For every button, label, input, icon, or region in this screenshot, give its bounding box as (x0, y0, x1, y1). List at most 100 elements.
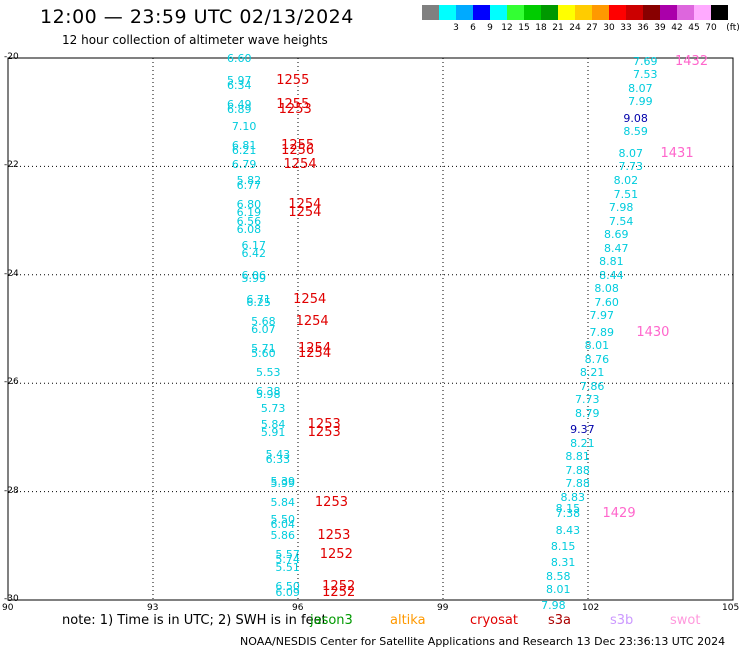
wave-height-label: 5.51 (275, 561, 300, 575)
wave-height-label: 8.81 (565, 450, 590, 464)
wave-height-label: 7.98 (541, 599, 566, 613)
wave-height-label: 8.07 (618, 146, 644, 160)
wave-height-label: 8.21 (579, 366, 605, 380)
wave-height-label: 6.21 (231, 144, 257, 158)
pass-time-label: 1254 (288, 197, 322, 213)
pass-time-label: 1255 (276, 72, 310, 88)
y-tick-label: -20 (4, 52, 19, 62)
x-tick-label: 99 (437, 603, 449, 613)
color-scale-label: 27 (586, 23, 598, 33)
wave-height-label: 7.54 (608, 214, 634, 228)
color-swatch (439, 5, 456, 20)
wave-height-label: 8.83 (560, 491, 586, 505)
color-swatch (490, 5, 507, 20)
wave-height-label: 7.86 (579, 379, 605, 393)
color-swatch (677, 5, 694, 20)
wave-height-label: 5.73 (260, 401, 286, 415)
wave-height-label: 6.77 (236, 179, 262, 193)
wave-height-label: 6.49 (227, 98, 252, 112)
wave-height-label: 5.97 (227, 73, 252, 87)
wave-height-label: 5.84 (270, 496, 296, 510)
color-scale-label: 18 (535, 23, 547, 33)
wave-height-label: 7.60 (594, 295, 619, 309)
x-tick-label: 105 (722, 603, 740, 613)
wave-height-label: 5.82 (236, 173, 262, 187)
wave-height-label: 7.99 (628, 95, 653, 109)
wave-height-label: 8.15 (550, 539, 576, 553)
wave-height-label: 5.74 (275, 553, 300, 567)
footer-credit: NOAA/NESDIS Center for Satellite Applica… (240, 635, 726, 648)
wave-height-label: 8.76 (584, 352, 610, 366)
pass-time-label: 1252 (322, 584, 356, 600)
color-swatch (575, 5, 592, 20)
pass-time-label: 1254 (295, 313, 329, 329)
color-scale-label: 39 (654, 23, 666, 33)
wave-height-label: 6.79 (231, 157, 257, 171)
pass-time-label: 1253 (307, 424, 341, 440)
wave-height-label: 8.69 (604, 228, 629, 242)
wave-height-label: 6.34 (227, 79, 252, 93)
wave-height-label: 8.02 (613, 173, 639, 187)
wave-height-label: 5.99 (241, 271, 267, 285)
wave-height-label: 6.42 (241, 247, 267, 261)
color-scale-label: 9 (487, 23, 493, 33)
pass-time-label: 1429 (602, 506, 636, 522)
wave-height-label: 6.09 (275, 585, 300, 599)
wave-height-label: 7.89 (589, 325, 615, 339)
wave-height-label: 5.39 (270, 474, 296, 488)
color-scale-label: 6 (470, 23, 476, 33)
pass-time-label: 1253 (317, 527, 351, 543)
wave-height-label: 8.01 (546, 583, 571, 597)
wave-height-label: 9.08 (623, 111, 648, 125)
pass-time-label: 1252 (319, 546, 353, 562)
wave-height-label: 8.01 (584, 339, 610, 353)
color-swatch (473, 5, 490, 20)
color-scale-label: 36 (637, 23, 649, 33)
pass-time-label: 1253 (307, 416, 341, 432)
pass-time-label: 1255 (276, 97, 310, 113)
y-tick-label: -26 (4, 377, 19, 388)
wave-height-label: 5.50 (270, 512, 296, 526)
color-scale-label: 24 (569, 23, 581, 33)
wave-height-label: 5.53 (256, 366, 281, 380)
wave-height-label: 6.19 (236, 206, 262, 220)
pass-time-label: 1432 (675, 53, 709, 69)
wave-height-label: 9.37 (570, 423, 595, 437)
wave-height-label: 7.88 (565, 463, 590, 477)
wave-height-label: 6.04 (270, 518, 296, 532)
x-tick-label: 102 (582, 603, 600, 613)
pass-time-label: 1253 (278, 102, 312, 118)
wave-height-label: 8.44 (599, 268, 624, 282)
color-swatch (456, 5, 473, 20)
wave-height-label: 8.58 (546, 569, 571, 583)
color-swatch (609, 5, 626, 20)
wave-height-label: 7.98 (608, 201, 634, 215)
color-scale-label: 21 (552, 23, 564, 33)
y-tick-label: -24 (4, 268, 19, 279)
pass-time-label: 1254 (298, 340, 332, 356)
wave-height-label: 6.80 (236, 198, 262, 212)
color-scale-label: 70 (705, 23, 717, 33)
wave-height-label: 5.60 (251, 347, 276, 361)
x-tick-label: 96 (292, 603, 304, 613)
y-tick-label: -28 (4, 485, 19, 496)
color-swatch (541, 5, 558, 20)
wave-height-label: 7.53 (633, 68, 658, 82)
legend-entry-altika: altika (390, 613, 426, 628)
pass-time-label: 1254 (283, 156, 317, 172)
legend-entry-cryosat: cryosat (470, 613, 518, 628)
y-tick-label: -30 (4, 594, 19, 604)
pass-time-label: 1252 (322, 579, 356, 595)
color-swatch (694, 5, 711, 20)
page-subtitle: 12 hour collection of altimeter wave hei… (62, 33, 328, 47)
page-title: 12:00 — 23:59 UTC 02/13/2024 (40, 6, 354, 28)
wave-height-label: 6.06 (241, 268, 267, 282)
color-scale-label: 12 (501, 23, 513, 33)
pass-time-label: 1254 (298, 346, 332, 362)
wave-height-label: 8.59 (623, 125, 648, 139)
wave-height-label: 8.08 (594, 282, 619, 296)
legend-entry-jason3: jason3 (310, 613, 353, 628)
wave-height-label: 5.71 (251, 341, 276, 355)
color-swatch (626, 5, 643, 20)
